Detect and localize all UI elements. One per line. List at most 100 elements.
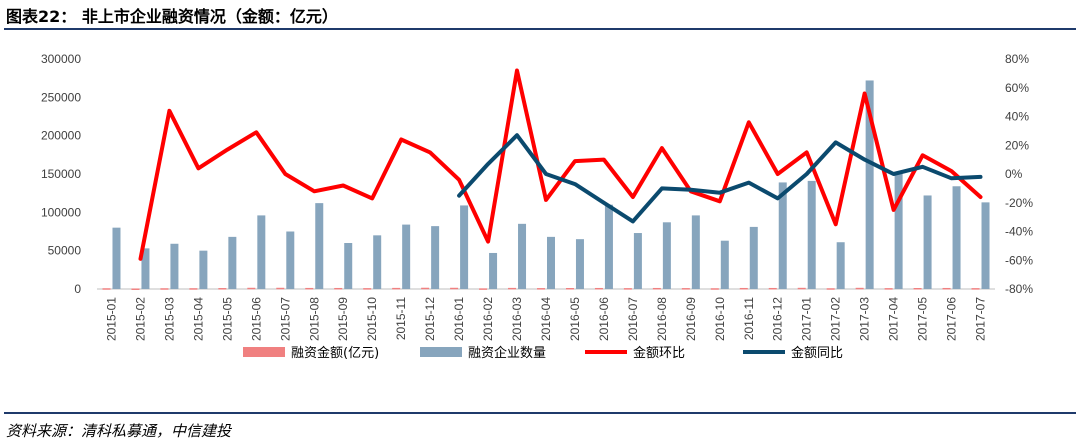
amount-bar [623, 288, 632, 290]
right-tick-label: -60% [1005, 253, 1033, 267]
financing-chart: 0 50000 100000 150000 200000 250000 300000 -80%… [41, 52, 1033, 361]
x-tick-label: 2015-09 [336, 297, 350, 341]
amount-bar [855, 287, 864, 290]
x-tick-label: 2017-05 [916, 297, 930, 341]
x-tick-label: 2016-12 [771, 297, 785, 341]
amount-bar [537, 288, 545, 290]
page-title: 图表22： 非上市企业融资情况（金额：亿元） [6, 7, 338, 26]
right-tick-label: 0% [1005, 167, 1023, 181]
amount-bar [768, 287, 777, 290]
count-bar [836, 242, 845, 289]
amount-bar [565, 288, 574, 290]
count-bar [257, 215, 266, 289]
amount-bar [276, 287, 285, 290]
count-bar [894, 171, 903, 289]
count-bar [373, 235, 382, 289]
count-bar [489, 252, 498, 289]
x-tick-label: 2015-03 [162, 297, 176, 341]
yoy-line [457, 133, 983, 224]
amount-bar [797, 287, 806, 290]
count-bar [228, 236, 237, 289]
legend-label: 金额环比 [633, 345, 685, 361]
x-tick-label: 2016-07 [626, 297, 640, 341]
count-bar [633, 233, 642, 289]
source-note: 资料来源：清科私募通，中信建投 [6, 422, 232, 440]
amount-bar [305, 287, 314, 290]
legend-swatch [243, 347, 285, 357]
count-bar [460, 205, 469, 289]
legend-label: 融资企业数量 [468, 345, 546, 361]
x-tick-label: 2015-06 [249, 297, 263, 341]
amount-bar [942, 287, 951, 290]
left-tick-label: 200000 [41, 129, 81, 143]
x-tick-label: 2017-04 [887, 297, 901, 341]
amount-bar [189, 288, 198, 290]
x-tick-label: 2016-09 [684, 297, 698, 341]
amount-bar [218, 288, 227, 290]
amount-bar [450, 287, 459, 290]
amount-bar [334, 287, 343, 290]
amount-bar [971, 288, 980, 290]
x-tick-label: 2016-05 [568, 297, 582, 341]
x-tick-label: 2015-08 [307, 297, 321, 341]
x-tick-label: 2015-10 [365, 297, 379, 341]
right-tick-label: -40% [1005, 225, 1033, 239]
x-tick-label: 2015-12 [423, 297, 437, 341]
count-bar [431, 226, 440, 289]
amount-bar [247, 287, 256, 290]
legend-label: 融资金额(亿元) [291, 345, 379, 361]
amount-bar [681, 288, 690, 290]
count-bar [662, 222, 671, 289]
x-tick-label: 2017-02 [829, 297, 843, 341]
count-bar [981, 202, 990, 289]
amount-bar [421, 287, 430, 290]
amount-bar [363, 288, 372, 290]
count-bar [865, 80, 874, 289]
x-tick-label: 2015-05 [220, 297, 234, 341]
x-tick-label: 2016-11 [742, 297, 756, 340]
count-bar [604, 204, 613, 289]
amount-bar [508, 287, 517, 290]
amount-bar [131, 288, 140, 290]
x-tick-label: 2015-11 [394, 297, 408, 340]
count-bar [749, 226, 758, 289]
x-tick-label: 2015-04 [191, 297, 205, 341]
count-bar [315, 203, 324, 289]
count-bar [286, 231, 295, 289]
left-tick-label: 250000 [41, 90, 81, 104]
amount-bar [826, 288, 835, 290]
right-tick-label: -80% [1005, 282, 1033, 296]
amount-bar [652, 287, 661, 290]
right-tick-label: -20% [1005, 196, 1033, 210]
left-tick-label: 50000 [48, 244, 82, 258]
amount-bar [102, 288, 111, 290]
x-tick-label: 2017-06 [945, 297, 959, 341]
amount-bar [913, 288, 922, 290]
x-tick-label: 2016-06 [597, 297, 611, 341]
x-tick-label: 2016-03 [510, 297, 524, 341]
count-bar [344, 243, 353, 289]
count-bar [547, 236, 555, 289]
x-tick-label: 2017-03 [858, 297, 872, 341]
count-bar [952, 186, 961, 289]
amount-bar [594, 287, 603, 290]
count-bar [518, 223, 527, 289]
count-bar [402, 224, 411, 289]
count-bar [141, 248, 150, 289]
count-bar [807, 180, 816, 289]
left-tick-label: 300000 [41, 52, 81, 66]
amount-bar [392, 287, 401, 290]
amount-bar [884, 288, 893, 290]
count-bar [575, 239, 584, 289]
x-tick-label: 2016-04 [539, 297, 553, 341]
x-tick-label: 2016-10 [713, 297, 727, 341]
count-bar [170, 243, 179, 289]
right-tick-label: 60% [1005, 81, 1029, 95]
x-tick-label: 2017-01 [800, 297, 814, 341]
count-bar [199, 250, 208, 289]
left-tick-label: 0 [74, 282, 81, 296]
count-bar [778, 182, 787, 289]
count-bar [720, 240, 729, 289]
x-tick-label: 2015-07 [278, 297, 292, 341]
right-tick-label: 80% [1005, 52, 1029, 66]
